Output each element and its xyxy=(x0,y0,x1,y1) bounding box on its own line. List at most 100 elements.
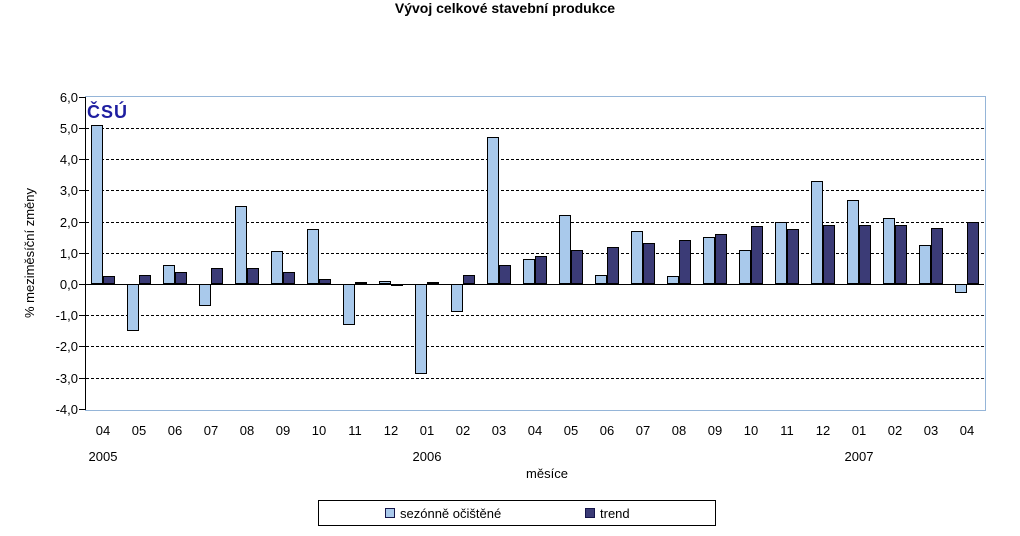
y-axis-tick xyxy=(79,190,85,191)
y-tick-label: 4,0 xyxy=(59,152,78,167)
y-axis-tick xyxy=(79,284,85,285)
x-tick-label: 05 xyxy=(563,423,579,438)
x-tick-label: 03 xyxy=(491,423,507,438)
x-tick-label: 02 xyxy=(887,423,903,438)
y-axis-line xyxy=(85,97,86,410)
bar-trend-03 xyxy=(499,265,511,284)
x-tick-label: 06 xyxy=(599,423,615,438)
y-tick-label: -1,0 xyxy=(55,308,78,323)
gridline--3,0 xyxy=(86,378,984,379)
bar-seasonal-02 xyxy=(451,284,463,312)
x-tick-label: 12 xyxy=(383,423,399,438)
bar-trend-10 xyxy=(319,279,331,284)
bar-seasonal-06 xyxy=(595,275,607,284)
bar-trend-08 xyxy=(247,268,259,284)
bar-seasonal-08 xyxy=(667,276,679,284)
bar-seasonal-11 xyxy=(343,284,355,325)
bar-trend-12 xyxy=(391,284,403,286)
bar-seasonal-07 xyxy=(631,231,643,284)
legend-swatch-seasonal xyxy=(385,508,395,518)
y-tick-label: 0,0 xyxy=(59,277,78,292)
y-axis-tick xyxy=(79,253,85,254)
bar-seasonal-03 xyxy=(919,245,931,284)
bar-seasonal-05 xyxy=(559,215,571,284)
year-label-2007: 2007 xyxy=(844,449,874,464)
x-tick-label: 05 xyxy=(131,423,147,438)
bar-trend-01 xyxy=(427,282,439,284)
gridline-5,0 xyxy=(86,128,984,129)
bar-trend-10 xyxy=(751,226,763,284)
bar-seasonal-09 xyxy=(271,251,283,284)
y-tick-label: -3,0 xyxy=(55,371,78,386)
x-tick-label: 04 xyxy=(959,423,975,438)
x-tick-label: 04 xyxy=(527,423,543,438)
x-tick-label: 07 xyxy=(203,423,219,438)
x-tick-label: 02 xyxy=(455,423,471,438)
bar-trend-04 xyxy=(535,256,547,284)
bar-trend-09 xyxy=(283,272,295,284)
chart-title: Vývoj celkové stavební produkce xyxy=(394,0,616,16)
bar-seasonal-04 xyxy=(955,284,967,293)
bar-trend-06 xyxy=(607,247,619,284)
x-tick-label: 08 xyxy=(671,423,687,438)
y-tick-label: 2,0 xyxy=(59,215,78,230)
bar-seasonal-02 xyxy=(883,218,895,284)
bar-seasonal-01 xyxy=(847,200,859,284)
y-tick-label: -2,0 xyxy=(55,339,78,354)
bar-seasonal-06 xyxy=(163,265,175,284)
bar-trend-11 xyxy=(355,282,367,284)
y-axis-tick xyxy=(79,315,85,316)
bar-trend-02 xyxy=(895,225,907,284)
bar-seasonal-05 xyxy=(127,284,139,331)
y-axis-tick xyxy=(79,346,85,347)
y-axis-tick xyxy=(79,128,85,129)
bar-seasonal-09 xyxy=(703,237,715,284)
y-tick-label: 3,0 xyxy=(59,183,78,198)
bar-trend-12 xyxy=(823,225,835,284)
csu-logo: ČSÚ xyxy=(87,102,129,122)
bar-seasonal-10 xyxy=(739,250,751,284)
y-axis-title: % meziměsíční změny xyxy=(22,187,37,319)
bar-seasonal-04 xyxy=(91,125,103,284)
gridline--1,0 xyxy=(86,315,984,316)
x-tick-label: 12 xyxy=(815,423,831,438)
x-tick-label: 03 xyxy=(923,423,939,438)
x-tick-label: 09 xyxy=(707,423,723,438)
bar-seasonal-03 xyxy=(487,137,499,284)
bar-seasonal-07 xyxy=(199,284,211,306)
bar-seasonal-01 xyxy=(415,284,427,374)
y-tick-label: -4,0 xyxy=(55,402,78,417)
year-label-2006: 2006 xyxy=(412,449,442,464)
x-tick-label: 01 xyxy=(419,423,435,438)
zero-gridline xyxy=(86,284,984,285)
bar-trend-02 xyxy=(463,275,475,284)
gridline-3,0 xyxy=(86,190,984,191)
bar-trend-05 xyxy=(571,250,583,284)
x-tick-label: 07 xyxy=(635,423,651,438)
bar-seasonal-04 xyxy=(523,259,535,284)
x-tick-label: 06 xyxy=(167,423,183,438)
bar-seasonal-08 xyxy=(235,206,247,284)
legend-swatch-trend xyxy=(585,508,595,518)
y-axis-tick xyxy=(79,97,85,98)
y-axis-tick xyxy=(79,409,85,410)
gridline-2,0 xyxy=(86,222,984,223)
x-tick-label: 10 xyxy=(311,423,327,438)
x-tick-label: 11 xyxy=(780,423,794,438)
x-tick-label: 09 xyxy=(275,423,291,438)
bar-trend-08 xyxy=(679,240,691,284)
bar-seasonal-11 xyxy=(775,222,787,284)
bar-trend-04 xyxy=(967,222,979,284)
y-tick-label: 1,0 xyxy=(59,246,78,261)
bar-trend-06 xyxy=(175,272,187,284)
gridline-1,0 xyxy=(86,253,984,254)
y-axis-tick xyxy=(79,378,85,379)
legend-label-trend: trend xyxy=(600,506,630,521)
year-label-2005: 2005 xyxy=(88,449,118,464)
bar-trend-11 xyxy=(787,229,799,284)
legend: sezónně očištěné trend xyxy=(318,500,716,526)
x-tick-label: 08 xyxy=(239,423,255,438)
y-axis-tick xyxy=(79,159,85,160)
x-tick-label: 11 xyxy=(348,423,362,438)
